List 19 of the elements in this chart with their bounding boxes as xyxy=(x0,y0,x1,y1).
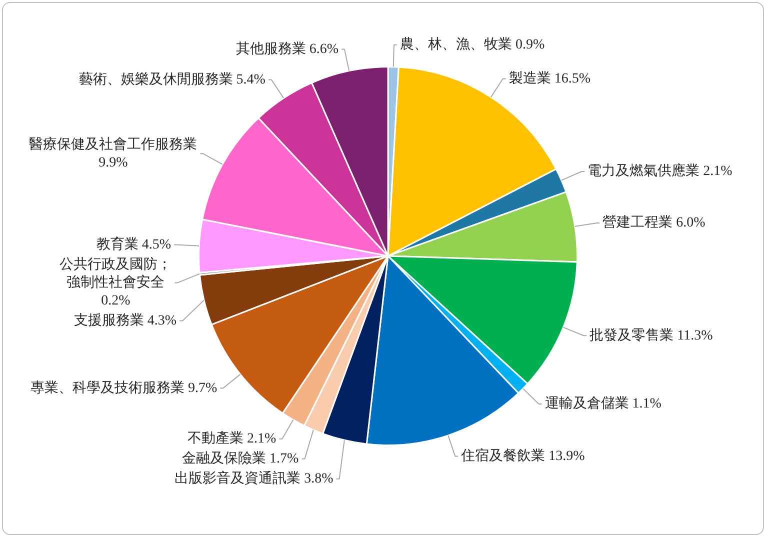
slice-label: 不動產業 2.1% xyxy=(188,430,277,447)
slice-label: 其他服務業 6.6% xyxy=(236,40,339,57)
slice-label: 專業、科學及技術服務業 9.7% xyxy=(30,380,218,396)
slice-label: 公共行政及國防；強制性社會安全 xyxy=(60,256,172,290)
slice-label: 支援服務業 4.3% xyxy=(74,312,177,328)
slice-label: 教育業 4.5% xyxy=(96,235,172,252)
slice-label: 電力及燃氣供應業 2.1% xyxy=(588,163,733,180)
slice-label: 醫療保健及社會工作服務業 xyxy=(29,136,198,152)
slice-label: 營建工程業 6.0% xyxy=(602,214,706,231)
slice-label: 製造業 16.5% xyxy=(508,70,591,86)
slice-label: 農、林、漁、牧業 0.9% xyxy=(400,36,545,53)
slice-label: 藝術、娛樂及休閒服務業 5.4% xyxy=(78,71,266,88)
slice-label: 批發及零售業 11.3% xyxy=(590,327,714,344)
slice-label: 金融及保險業 1.7% xyxy=(182,450,300,467)
slice-label: 運輸及倉儲業 1.1% xyxy=(544,396,662,412)
slice-label: 住宿及餐飲業 13.9% xyxy=(460,448,586,464)
data-label: 0.2% xyxy=(101,293,131,308)
slice-label: 出版影音及資通訊業 3.8% xyxy=(174,470,334,487)
data-label: 9.9% xyxy=(98,155,128,170)
